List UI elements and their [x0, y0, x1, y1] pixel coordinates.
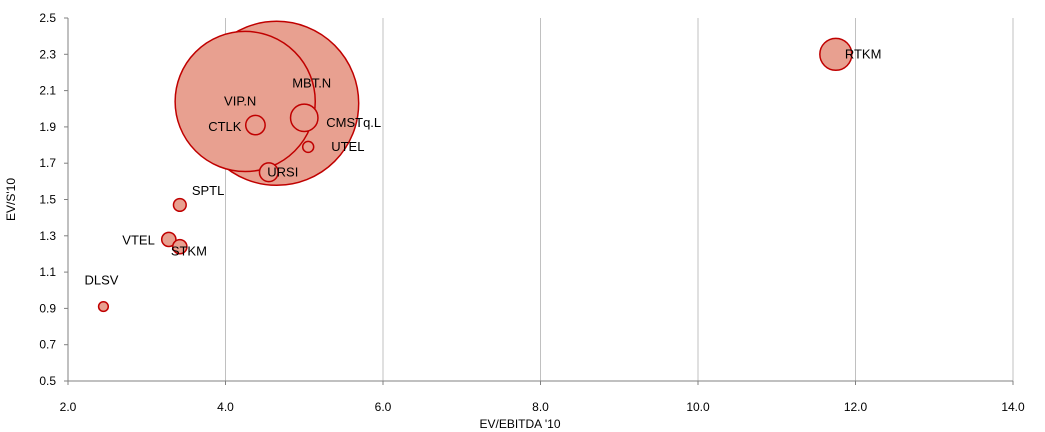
x-tick-label: 10.0	[686, 400, 710, 414]
point-label-dlsv: DLSV	[84, 273, 118, 288]
x-tick-label: 4.0	[217, 400, 234, 414]
point-label-utel: UTEL	[331, 139, 364, 154]
bubble-vip-n	[174, 30, 316, 173]
y-tick-label: 2.3	[39, 47, 56, 61]
bubble-stkm	[171, 238, 188, 255]
y-tick-label: 2.1	[39, 84, 56, 98]
axes	[64, 17, 1014, 385]
x-tick-labels: 2.0 4.0 6.0 8.0 10.0 12.0 14.0	[60, 400, 1025, 414]
y-axis-title: EV/S'10	[4, 178, 18, 221]
y-tick-labels: 0.5 0.7 0.9 1.1 1.3 1.5 1.7 1.9 2.1 2.3 2.5	[39, 11, 56, 388]
x-tick-label: 8.0	[532, 400, 549, 414]
y-tick-label: 0.5	[39, 374, 56, 388]
point-label-mbt-n: MBT.N	[292, 75, 331, 90]
point-labels: MBT.N VIP.N RTKM CMSTq.L CTLK URSI VTEL STKM SPT…	[84, 46, 881, 287]
bubble-ctlk	[244, 114, 266, 136]
point-label-cmstq-l: CMSTq.L	[326, 115, 381, 130]
y-tick-label: 1.9	[39, 120, 56, 134]
bubble-ursi	[258, 162, 279, 183]
y-tick-label: 2.5	[39, 11, 56, 25]
grid-lines	[225, 18, 1014, 381]
x-tick-label: 12.0	[844, 400, 868, 414]
point-label-stkm: STKM	[171, 244, 207, 259]
y-tick-label: 1.3	[39, 229, 56, 243]
x-tick-label: 2.0	[60, 400, 77, 414]
bubble-cmstq-l	[289, 103, 319, 133]
x-tick-label: 6.0	[375, 400, 392, 414]
y-tick-label: 0.7	[39, 338, 56, 352]
y-tick-label: 1.5	[39, 193, 56, 207]
y-tick-label: 1.1	[39, 265, 56, 279]
point-label-ctlk: CTLK	[208, 119, 242, 134]
y-tick-label: 1.7	[39, 156, 56, 170]
point-label-rtkm: RTKM	[845, 46, 882, 61]
x-tick-label: 14.0	[1001, 400, 1025, 414]
bubble-dlsv	[97, 300, 110, 313]
bubble-rtkm	[819, 37, 853, 72]
bubble-utel	[301, 140, 315, 154]
bubbles	[97, 20, 853, 313]
x-axis-title: EV/EBITDA '10	[480, 417, 561, 431]
point-label-sptl: SPTL	[192, 183, 225, 198]
y-tick-label: 0.9	[39, 301, 56, 315]
bubble-vtel	[160, 231, 177, 248]
point-label-ursi: URSI	[267, 164, 298, 179]
point-label-vtel: VTEL	[122, 232, 155, 247]
bubble-sptl	[172, 197, 187, 213]
point-label-vip-n: VIP.N	[224, 93, 256, 108]
